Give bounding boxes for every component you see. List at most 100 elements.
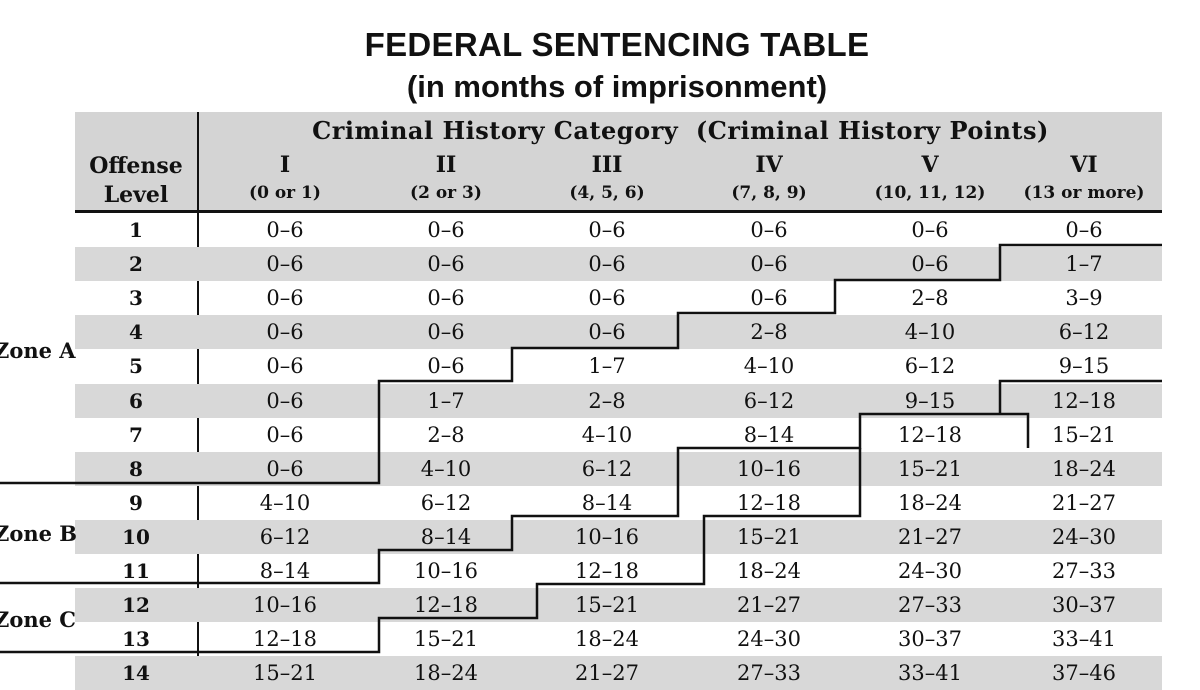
table-cell: 4–10: [259, 490, 311, 515]
table-cell: 15–21: [737, 524, 801, 549]
category-numeral: IV: [755, 152, 783, 178]
header-bottom-rule: [75, 210, 1162, 213]
table-cell: 15–21: [1052, 422, 1116, 447]
table-cell: 24–30: [737, 627, 801, 652]
table-cell: 4–10: [743, 354, 795, 379]
table-cell: 9–15: [904, 388, 956, 413]
offense-level: 2: [129, 252, 143, 277]
table-cell: 10–16: [575, 524, 639, 549]
table-cell: 15–21: [414, 627, 478, 652]
table-cell: 0–6: [750, 218, 788, 242]
table-cell: 0–6: [266, 252, 304, 277]
header-divider: [197, 112, 199, 212]
table-cell: 0–6: [427, 252, 465, 277]
table-cell: 0–6: [266, 218, 304, 242]
category-numeral: III: [591, 152, 623, 178]
table-cell: 18–24: [575, 627, 639, 652]
table-cell: 6–12: [1058, 320, 1110, 345]
table-cell: 10–16: [737, 456, 801, 481]
table-cell: 1–7: [588, 354, 626, 379]
table-cell: 15–21: [898, 456, 962, 481]
offense-level: 4: [129, 320, 143, 345]
offense-level: 11: [122, 559, 150, 583]
table-cell: 15–21: [575, 593, 639, 618]
table-header: [75, 112, 1162, 212]
offense-level: 12: [122, 593, 150, 618]
table-cell: 18–24: [414, 661, 478, 686]
category-points: (7, 8, 9): [731, 183, 807, 203]
table-cell: 0–6: [266, 320, 304, 345]
table-cell: 0–6: [266, 456, 304, 481]
table-cell: 18–24: [1052, 456, 1116, 481]
page-title: FEDERAL SENTENCING TABLE: [364, 26, 870, 63]
table-cell: 1–7: [1065, 252, 1103, 277]
table-cell: 0–6: [266, 422, 304, 447]
table-cell: 9–15: [1058, 354, 1110, 379]
table-cell: 4–10: [420, 456, 472, 481]
offense-level-header-line1: Offense: [89, 153, 183, 179]
category-numeral: VI: [1070, 152, 1098, 178]
table-cell: 0–6: [588, 320, 626, 345]
category-points: (4, 5, 6): [569, 183, 645, 203]
table-cell: 33–41: [898, 661, 962, 686]
table-cell: 15–21: [253, 661, 317, 686]
table-cell: 27–33: [898, 593, 962, 618]
table-cell: 3–9: [1065, 286, 1103, 311]
table-cell: 10–16: [414, 559, 478, 583]
table-cell: 2–8: [911, 286, 949, 311]
offense-level: 9: [129, 490, 143, 515]
offense-level: 1: [129, 218, 143, 242]
category-points: (2 or 3): [410, 183, 482, 203]
table-cell: 0–6: [588, 252, 626, 277]
table-cell: 12–18: [1052, 388, 1116, 413]
table-cell: 2–8: [588, 388, 626, 413]
table-cell: 8–14: [743, 422, 795, 447]
table-cell: 0–6: [588, 286, 626, 311]
table-cell: 8–14: [420, 524, 472, 549]
table-cell: 0–6: [266, 286, 304, 311]
table-cell: 12–18: [253, 627, 317, 652]
table-cell: 0–6: [588, 218, 626, 242]
page-subtitle: (in months of imprisonment): [406, 69, 828, 104]
table-cell: 18–24: [737, 559, 801, 583]
offense-level: 13: [122, 627, 150, 652]
category-numeral: I: [279, 152, 291, 178]
table-cell: 12–18: [898, 422, 962, 447]
table-cell: 12–18: [737, 490, 801, 515]
category-points: (10, 11, 12): [874, 183, 986, 203]
table-cell: 6–12: [259, 524, 311, 549]
offense-level-header-line2: Level: [103, 182, 169, 208]
table-cell: 18–24: [898, 490, 962, 515]
table-cell: 24–30: [898, 559, 962, 583]
table-cell: 0–6: [750, 252, 788, 277]
category-numeral: V: [921, 152, 939, 178]
offense-level: 3: [129, 286, 143, 311]
table-cell: 21–27: [898, 524, 962, 549]
table-cell: 37–46: [1052, 661, 1116, 686]
offense-level: 14: [122, 661, 150, 686]
table-cell: 6–12: [581, 456, 633, 481]
table-cell: 21–27: [575, 661, 639, 686]
table-cell: 2–8: [750, 320, 788, 345]
table-cell: 0–6: [427, 320, 465, 345]
category-numeral: II: [435, 152, 457, 178]
table-cell: 6–12: [743, 388, 795, 413]
table-cell: 4–10: [904, 320, 956, 345]
zone-label: Zone B: [0, 521, 78, 546]
table-cell: 1–7: [427, 388, 465, 413]
category-points: (0 or 1): [249, 183, 321, 203]
table-cell: 0–6: [427, 354, 465, 379]
table-cell: 30–37: [1052, 593, 1116, 618]
table-cell: 27–33: [1052, 559, 1116, 583]
table-cell: 0–6: [266, 354, 304, 379]
table-cell: 12–18: [414, 593, 478, 618]
table-cell: 27–33: [737, 661, 801, 686]
table-cell: 0–6: [911, 218, 949, 242]
table-cell: 0–6: [1065, 218, 1103, 242]
table-cell: 21–27: [1052, 490, 1116, 515]
table-cell: 6–12: [904, 354, 956, 379]
table-cell: 6–12: [420, 490, 472, 515]
table-cell: 21–27: [737, 593, 801, 618]
table-cell: 0–6: [427, 286, 465, 311]
table-cell: 33–41: [1052, 627, 1116, 652]
